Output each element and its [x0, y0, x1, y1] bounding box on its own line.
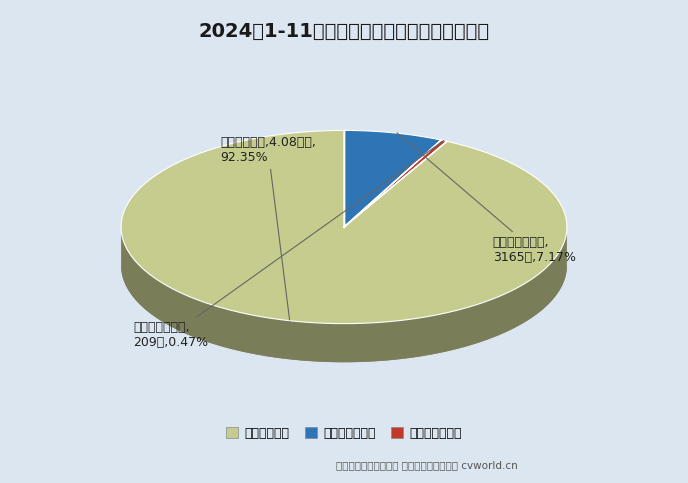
Text: 燃料电池牵引车,
3165辆,7.17%: 燃料电池牵引车, 3165辆,7.17%: [397, 133, 576, 264]
Polygon shape: [344, 130, 441, 227]
Polygon shape: [121, 130, 567, 324]
Text: 2024年1-11月新能源牵引车燃料类型占比一览: 2024年1-11月新能源牵引车燃料类型占比一览: [198, 22, 490, 41]
Text: 纯电动牵引车,4.08万辆,
92.35%: 纯电动牵引车,4.08万辆, 92.35%: [220, 136, 316, 320]
Text: 混合动力牵引车,
209辆,0.47%: 混合动力牵引车, 209辆,0.47%: [133, 141, 444, 349]
Text: 数据来源：交强险统计 制图：第一商用车网 cvworld.cn: 数据来源：交强险统计 制图：第一商用车网 cvworld.cn: [336, 460, 517, 470]
Polygon shape: [121, 266, 567, 362]
Polygon shape: [121, 228, 567, 362]
Legend: 纯电动牵引车, 燃料电池牵引车, 混合动力牵引车: 纯电动牵引车, 燃料电池牵引车, 混合动力牵引车: [221, 422, 467, 445]
Polygon shape: [344, 140, 447, 227]
